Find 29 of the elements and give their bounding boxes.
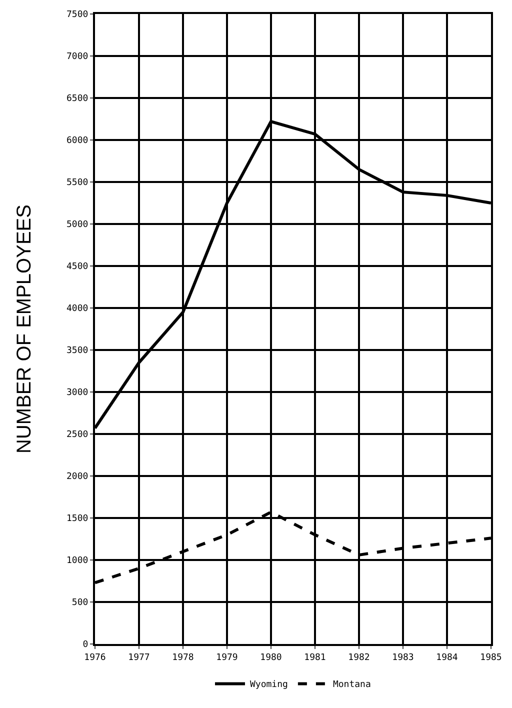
x-tick-label: 1976 <box>84 652 106 663</box>
y-tick-label: 2000 <box>66 472 88 482</box>
y-tick-label: 7500 <box>66 10 88 20</box>
y-tick-label: 6500 <box>66 94 88 104</box>
y-tick-label: 7000 <box>66 52 88 62</box>
y-tick-label: 3500 <box>66 346 88 356</box>
y-tick-label: 3000 <box>66 388 88 398</box>
y-axis-title: NUMBER OF EMPLOYEES <box>14 204 36 454</box>
y-tick-label: 1000 <box>66 556 88 566</box>
x-tick-label: 1978 <box>172 652 194 663</box>
y-tick-label: 6000 <box>66 136 88 146</box>
y-tick-label: 500 <box>72 598 88 608</box>
legend-label: Wyoming <box>250 680 288 690</box>
x-tick-label: 1980 <box>260 652 282 663</box>
y-tick-label: 2500 <box>66 430 88 440</box>
x-tick-label: 1984 <box>436 652 458 663</box>
x-tick-label: 1983 <box>392 652 414 663</box>
x-tick-label: 1982 <box>348 652 370 663</box>
y-tick-label: 4500 <box>66 262 88 272</box>
legend-label: Montana <box>332 680 371 690</box>
y-tick-label: 1500 <box>66 514 88 524</box>
x-tick-label: 1981 <box>304 652 326 663</box>
y-tick-label: 0 <box>82 640 88 650</box>
y-tick-label: 4000 <box>66 304 88 314</box>
y-tick-label: 5500 <box>66 178 88 188</box>
y-tick-label: 5000 <box>66 220 88 230</box>
x-tick-label: 1979 <box>216 652 238 663</box>
x-tick-label: 1985 <box>480 652 502 663</box>
x-tick-label: 1977 <box>128 652 150 663</box>
